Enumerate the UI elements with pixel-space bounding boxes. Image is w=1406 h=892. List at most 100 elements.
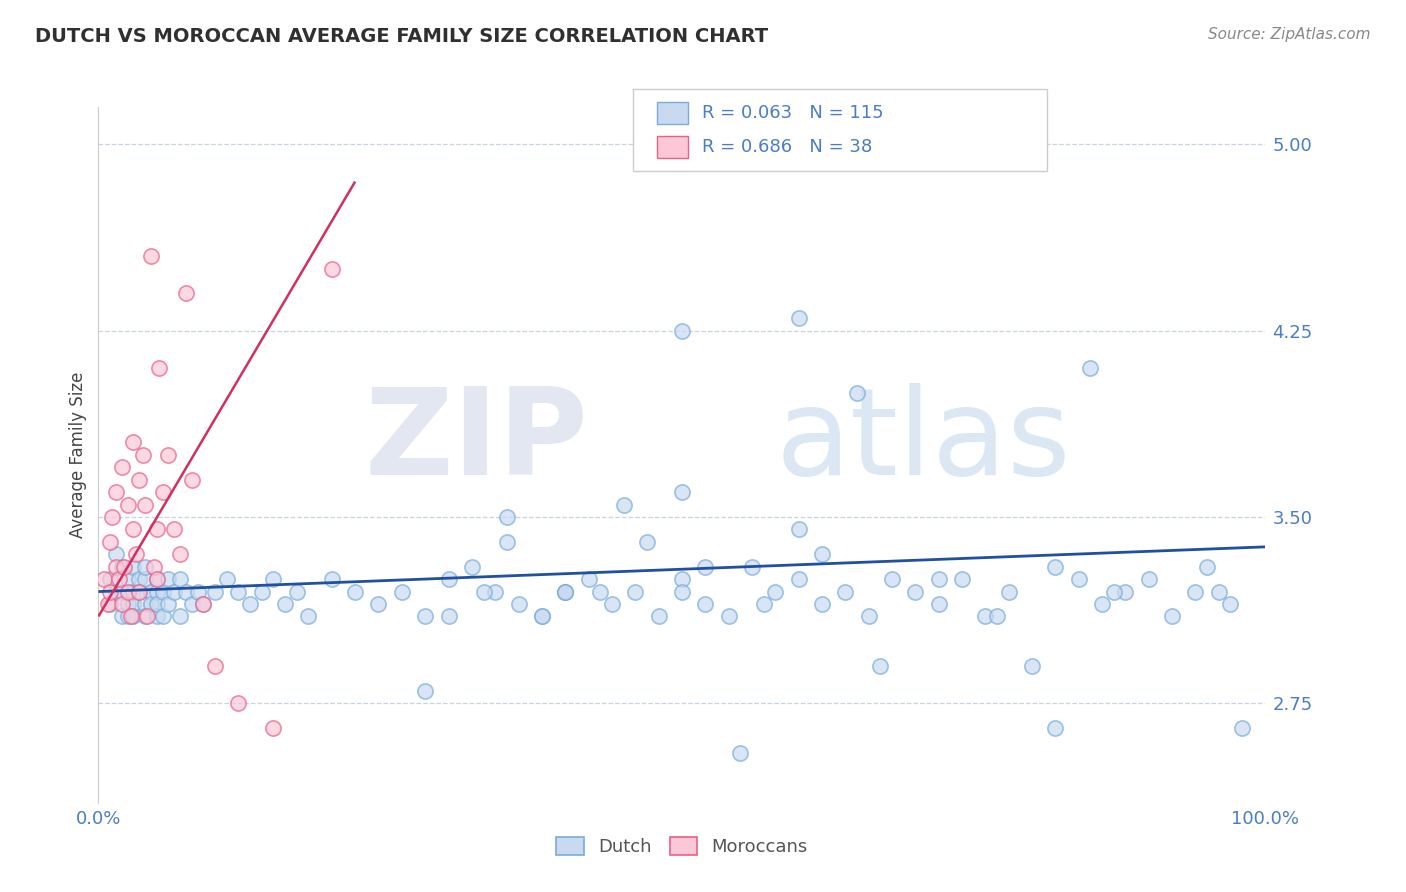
Point — [98, 535, 121, 549]
Point — [111, 460, 134, 475]
Point — [122, 435, 145, 450]
Point — [132, 448, 155, 462]
Point — [695, 559, 717, 574]
Point — [139, 584, 162, 599]
Point — [1208, 584, 1230, 599]
Point — [104, 547, 127, 561]
Point — [437, 572, 460, 586]
Point — [612, 498, 634, 512]
Point — [671, 485, 693, 500]
Point — [647, 609, 669, 624]
Text: R = 0.063   N = 115: R = 0.063 N = 115 — [702, 104, 883, 122]
Point — [928, 572, 950, 586]
Point — [122, 559, 145, 574]
Legend: Dutch, Moroccans: Dutch, Moroccans — [550, 830, 814, 863]
Point — [157, 572, 180, 586]
Point — [1091, 597, 1114, 611]
Point — [472, 584, 495, 599]
Point — [134, 597, 156, 611]
Point — [174, 584, 197, 599]
Point — [125, 547, 148, 561]
Point — [104, 485, 127, 500]
Point — [413, 684, 436, 698]
Point — [1195, 559, 1218, 574]
Point — [787, 572, 810, 586]
Point — [554, 584, 576, 599]
Point — [1080, 361, 1102, 376]
Point — [636, 535, 658, 549]
Point — [152, 485, 174, 500]
Point — [1137, 572, 1160, 586]
Point — [111, 597, 134, 611]
Point — [111, 584, 134, 599]
Point — [554, 584, 576, 599]
Point — [146, 572, 169, 586]
Point — [139, 597, 162, 611]
Point — [93, 572, 115, 586]
Point — [180, 597, 202, 611]
Point — [146, 572, 169, 586]
Point — [108, 572, 131, 586]
Y-axis label: Average Family Size: Average Family Size — [69, 372, 87, 538]
Point — [495, 535, 517, 549]
Point — [134, 498, 156, 512]
Point — [134, 559, 156, 574]
Point — [741, 559, 763, 574]
Point — [530, 609, 553, 624]
Point — [228, 697, 250, 711]
Point — [204, 584, 226, 599]
Point — [274, 597, 297, 611]
Text: Source: ZipAtlas.com: Source: ZipAtlas.com — [1208, 27, 1371, 42]
Text: DUTCH VS MOROCCAN AVERAGE FAMILY SIZE CORRELATION CHART: DUTCH VS MOROCCAN AVERAGE FAMILY SIZE CO… — [35, 27, 768, 45]
Point — [624, 584, 647, 599]
Point — [811, 547, 834, 561]
Point — [508, 597, 530, 611]
Point — [928, 597, 950, 611]
Point — [180, 473, 202, 487]
Point — [869, 659, 891, 673]
Point — [262, 572, 284, 586]
Text: R = 0.686   N = 38: R = 0.686 N = 38 — [702, 138, 872, 156]
Point — [671, 324, 693, 338]
Point — [671, 572, 693, 586]
Point — [787, 523, 810, 537]
Point — [117, 609, 139, 624]
Point — [143, 559, 166, 574]
Point — [97, 597, 120, 611]
Point — [169, 547, 191, 561]
Point — [112, 559, 135, 574]
Point — [146, 523, 169, 537]
Point — [152, 584, 174, 599]
Point — [495, 510, 517, 524]
Point — [157, 448, 180, 462]
Point — [134, 609, 156, 624]
Point — [128, 572, 150, 586]
Point — [146, 609, 169, 624]
Point — [530, 609, 553, 624]
Point — [163, 584, 186, 599]
Point — [174, 286, 197, 301]
Point — [169, 572, 191, 586]
Point — [321, 572, 343, 586]
Point — [134, 572, 156, 586]
Point — [484, 584, 506, 599]
Point — [695, 597, 717, 611]
Point — [111, 609, 134, 624]
Point — [122, 584, 145, 599]
Point — [146, 584, 169, 599]
Point — [152, 609, 174, 624]
Point — [117, 572, 139, 586]
Point — [437, 609, 460, 624]
Point — [193, 597, 215, 611]
Point — [1021, 659, 1043, 673]
Point — [215, 572, 238, 586]
Point — [262, 721, 284, 735]
Point — [904, 584, 927, 599]
Point — [104, 584, 127, 599]
Point — [589, 584, 612, 599]
Point — [1161, 609, 1184, 624]
Point — [98, 572, 121, 586]
Point — [122, 523, 145, 537]
Point — [204, 659, 226, 673]
Point — [986, 609, 1008, 624]
